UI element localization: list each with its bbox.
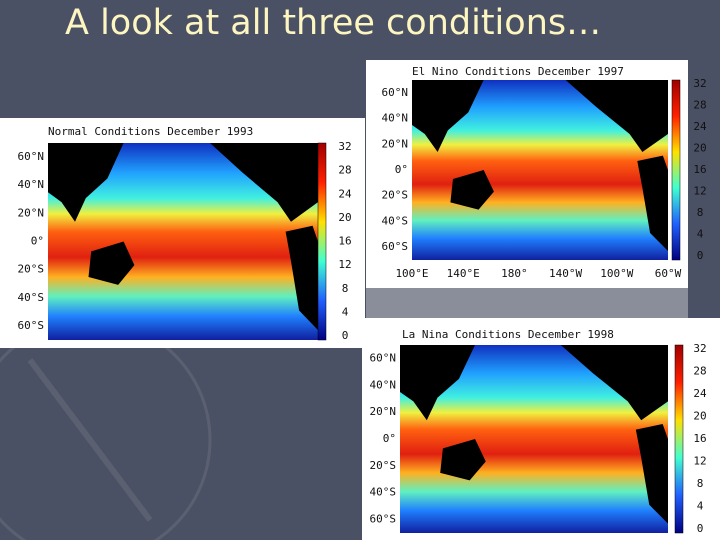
landmass (637, 155, 668, 251)
panel-title: Normal Conditions December 1993 (48, 125, 253, 138)
scale-label: 20 (693, 410, 706, 423)
landmass (400, 345, 476, 421)
color-bar (671, 79, 681, 261)
lat-label: 20°N (370, 405, 397, 418)
slide-title: A look at all three conditions… (65, 3, 601, 43)
lat-label: 40°N (18, 178, 45, 191)
landmass (440, 439, 486, 481)
lat-label: 60°N (382, 86, 409, 99)
landmass (635, 423, 668, 524)
scale-label: 12 (693, 185, 706, 198)
scale-label: 28 (338, 164, 351, 177)
scale-label: 20 (693, 142, 706, 155)
scale-label: 32 (693, 77, 706, 90)
color-bar (674, 344, 684, 534)
lat-label: 0° (395, 163, 408, 176)
lat-label: 60°S (370, 513, 397, 526)
scale-label: 4 (697, 500, 704, 513)
color-bar (317, 142, 327, 341)
compass-watermark (0, 318, 212, 540)
scale-label: 0 (697, 522, 704, 535)
lat-label: 60°N (18, 150, 45, 163)
lon-label: 100°W (600, 267, 633, 280)
lat-label: 40°N (370, 378, 397, 391)
lat-label: 60°S (382, 240, 409, 253)
lon-label: 60°W (655, 267, 682, 280)
lat-label: 40°S (18, 291, 45, 304)
landmass (565, 80, 668, 152)
panel-title: La Nina Conditions December 1998 (402, 328, 614, 341)
scale-label: 12 (693, 455, 706, 468)
scale-label: 4 (697, 228, 704, 241)
lat-label: 20°S (382, 189, 409, 202)
scale-label: 16 (693, 432, 706, 445)
scale-label: 0 (342, 329, 349, 342)
panel-title: El Nino Conditions December 1997 (412, 65, 624, 78)
lat-label: 60°N (370, 351, 397, 364)
lat-label: 40°N (382, 112, 409, 125)
lat-label: 0° (383, 432, 396, 445)
scale-label: 24 (338, 187, 352, 200)
scale-label: 16 (693, 163, 706, 176)
panel-strip (366, 288, 688, 318)
scale-label: 4 (342, 305, 349, 318)
lon-label: 180° (501, 267, 528, 280)
landmass (88, 241, 135, 285)
scale-label: 20 (338, 211, 351, 224)
scale-label: 32 (693, 342, 706, 355)
lat-label: 20°N (18, 206, 45, 219)
scale-label: 24 (693, 120, 707, 133)
lat-label: 0° (31, 235, 44, 248)
lat-label: 60°S (18, 319, 45, 332)
scale-label: 8 (342, 282, 349, 295)
landmass (412, 80, 484, 152)
lon-label: 100°E (395, 267, 428, 280)
lon-label: 140°E (447, 267, 480, 280)
scale-label: 16 (338, 235, 351, 248)
scale-label: 28 (693, 99, 706, 112)
lon-label: 140°W (549, 267, 582, 280)
landmass (450, 170, 494, 210)
scale-label: 32 (338, 140, 351, 153)
lat-label: 40°S (382, 214, 409, 227)
lat-label: 40°S (370, 486, 397, 499)
scale-label: 28 (693, 365, 706, 378)
lat-label: 20°N (382, 137, 409, 150)
scale-label: 24 (693, 387, 707, 400)
lat-label: 20°S (18, 263, 45, 276)
landmass (210, 143, 318, 222)
scale-label: 8 (697, 206, 704, 219)
landmass (48, 143, 124, 222)
lat-label: 20°S (370, 459, 397, 472)
scale-label: 0 (697, 249, 704, 262)
scale-label: 8 (697, 477, 704, 490)
landmass (560, 345, 668, 421)
landmass (285, 225, 318, 331)
scale-label: 12 (338, 258, 351, 271)
